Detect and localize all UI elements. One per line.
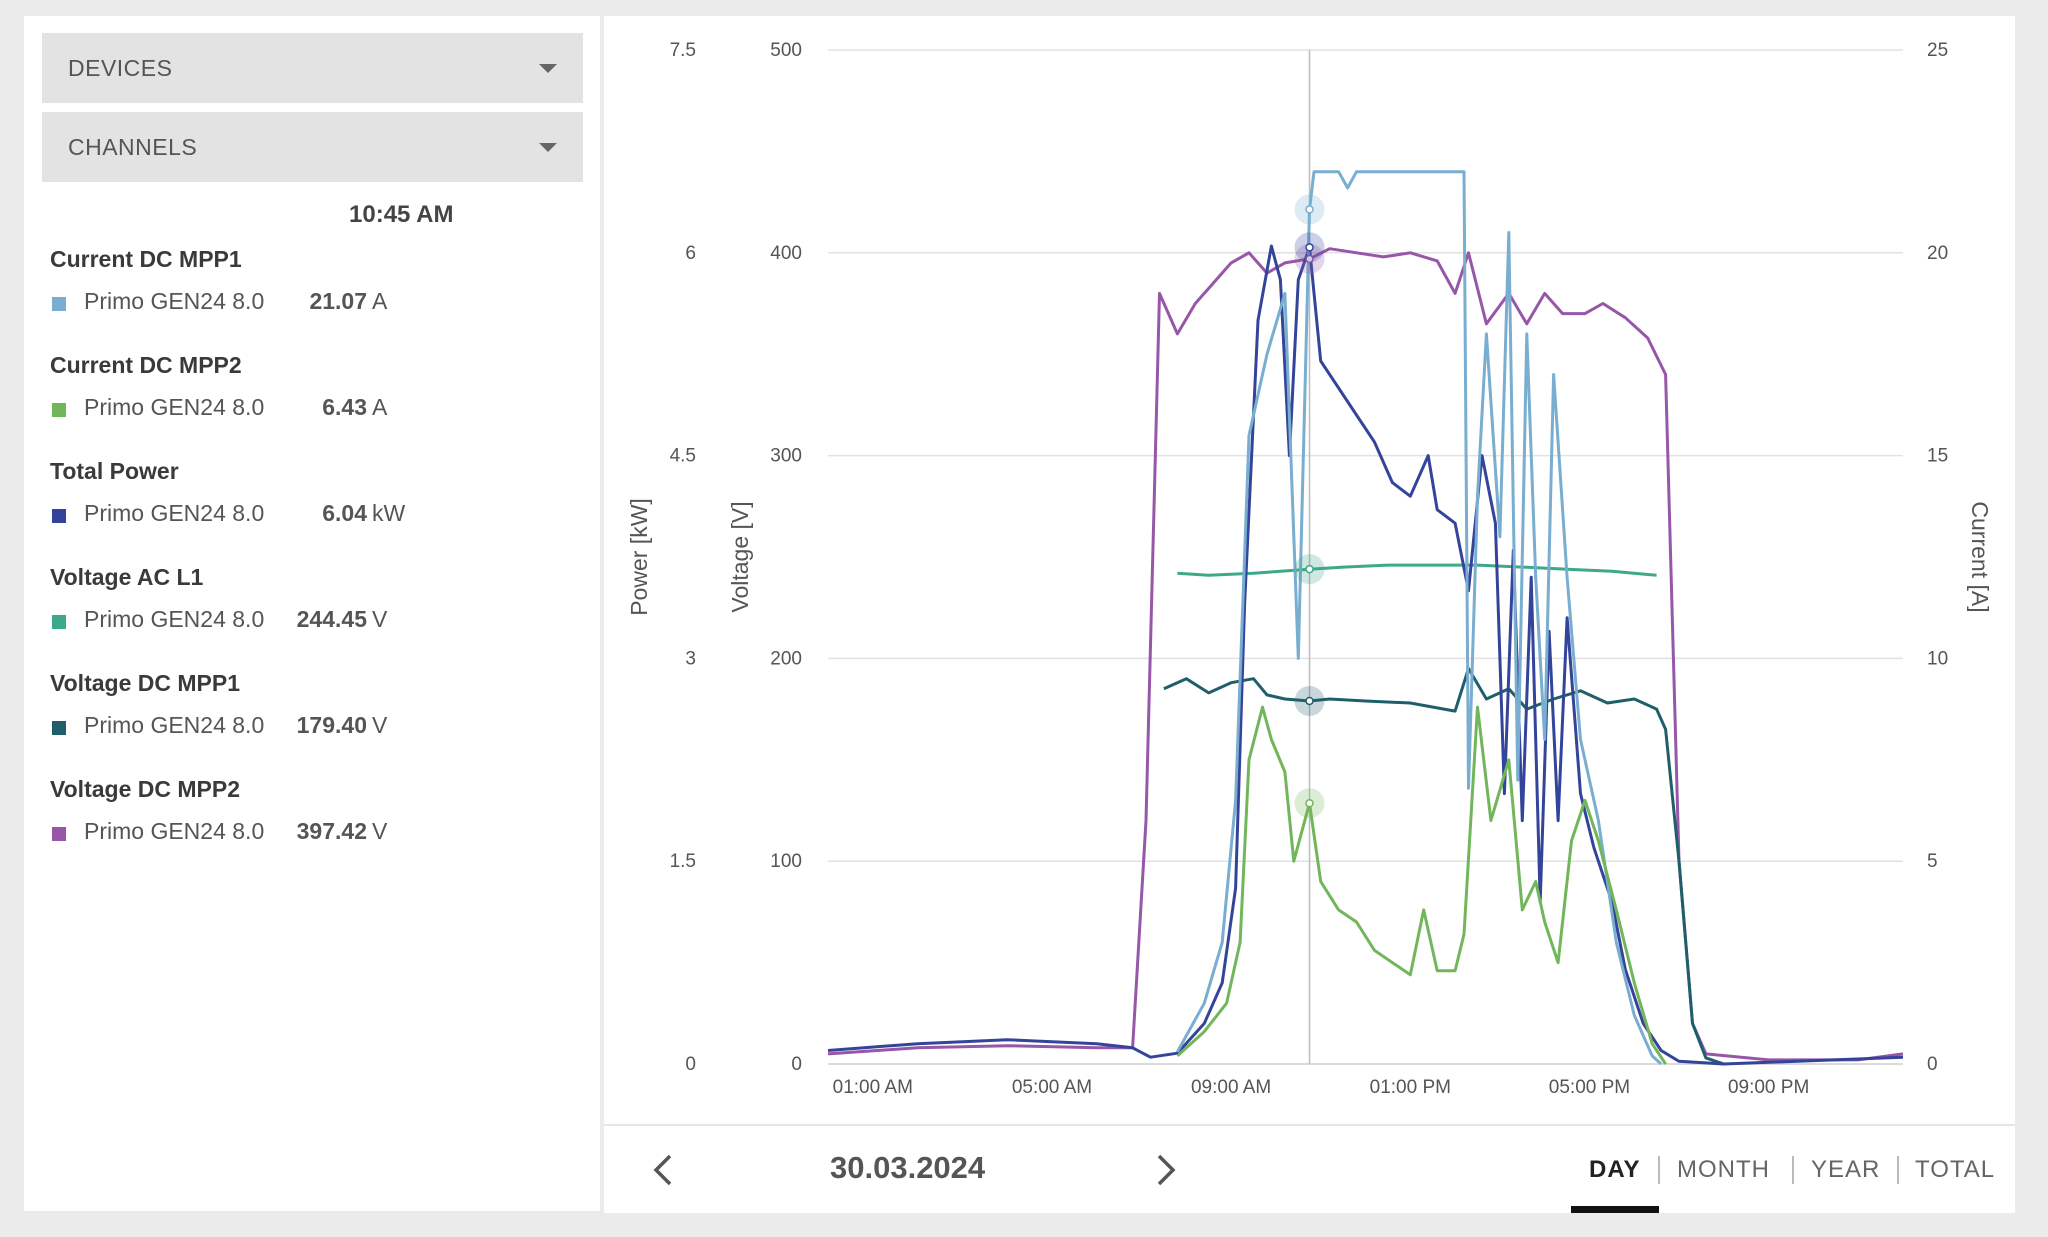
voltage-tick-label: 200 [770, 648, 802, 669]
device-name: Primo GEN24 8.0 [84, 500, 265, 526]
power-tick-label: 3 [685, 648, 696, 669]
active-tab-indicator [1571, 1206, 1659, 1213]
x-tick-label: 01:00 AM [833, 1077, 913, 1098]
device-name: Primo GEN24 8.0 [84, 394, 265, 420]
channels-dropdown-label: CHANNELS [68, 133, 198, 160]
channels-dropdown[interactable]: CHANNELS [42, 112, 583, 182]
voltage-tick-label: 400 [770, 243, 802, 264]
divider [1897, 1156, 1899, 1184]
series-swatch [52, 403, 66, 417]
series-swatch [52, 721, 66, 735]
divider [1658, 1156, 1660, 1184]
x-tick-label: 09:00 PM [1728, 1077, 1809, 1098]
divider [1792, 1156, 1794, 1184]
x-tick-label: 01:00 PM [1370, 1077, 1451, 1098]
channel-title: Voltage DC MPP1 [50, 670, 240, 696]
devices-dropdown-label: DEVICES [68, 54, 173, 81]
period-tab-month[interactable]: MONTH [1677, 1156, 1770, 1183]
channel-title: Current DC MPP1 [50, 246, 242, 272]
series-swatch [52, 615, 66, 629]
channel-title: Total Power [50, 458, 179, 484]
power-tick-label: 7.5 [670, 40, 696, 61]
x-tick-label: 05:00 AM [1012, 1077, 1092, 1098]
current-tick-label: 25 [1927, 40, 1948, 61]
cursor-marker [1305, 564, 1314, 574]
cursor-marker [1305, 798, 1314, 808]
channel-unit: V [372, 818, 388, 844]
date-navigation-bar: 30.03.2024 DAY MONTH YEAR TOTAL [604, 1124, 2015, 1213]
cursor-marker [1305, 254, 1314, 264]
channel-value: 397.42 [296, 818, 367, 844]
current-tick-label: 0 [1927, 1054, 1938, 1075]
energy-chart[interactable]: 0 0 0 1.5 100 5 3 200 10 4.5 300 15 6 400 20 7.5 500 25 Po… [604, 16, 2015, 1121]
channel-value: 179.40 [296, 712, 367, 738]
device-name: Primo GEN24 8.0 [84, 288, 265, 314]
channel-row: Primo GEN24 8.0 397.42 V [52, 818, 572, 850]
x-tick-label: 09:00 AM [1191, 1077, 1271, 1098]
device-name: Primo GEN24 8.0 [84, 818, 265, 844]
chevron-left-icon[interactable] [644, 1150, 684, 1190]
series-line [1176, 170, 1663, 1066]
channel-value: 6.43 [322, 394, 367, 420]
period-tab-total[interactable]: TOTAL [1915, 1156, 1996, 1183]
channel-row: Primo GEN24 8.0 21.07 A [52, 288, 572, 320]
cursor-marker [1305, 243, 1314, 252]
current-tick-label: 10 [1927, 648, 1948, 669]
series-swatch [52, 509, 66, 523]
power-axis-title: Power [kW] [626, 498, 652, 616]
channel-row: Primo GEN24 8.0 179.40 V [52, 712, 572, 744]
devices-dropdown[interactable]: DEVICES [42, 33, 583, 103]
chevron-down-icon [539, 142, 557, 152]
voltage-tick-label: 0 [791, 1054, 802, 1075]
channel-unit: A [372, 288, 388, 314]
current-tick-label: 5 [1927, 851, 1938, 872]
power-tick-label: 0 [685, 1054, 696, 1075]
channel-value: 6.04 [322, 500, 367, 526]
device-name: Primo GEN24 8.0 [84, 712, 265, 738]
series-swatch [52, 297, 66, 311]
channel-row: Primo GEN24 8.0 244.45 V [52, 606, 572, 638]
channel-value: 21.07 [309, 288, 367, 314]
series-line [827, 247, 1904, 1062]
period-tab-day[interactable]: DAY [1589, 1156, 1641, 1183]
channel-row: Primo GEN24 8.0 6.04 kW [52, 500, 572, 532]
chevron-right-icon[interactable] [1145, 1150, 1185, 1190]
x-tick-label: 05:00 PM [1549, 1077, 1630, 1098]
current-axis-title: Current [A] [1967, 501, 1993, 612]
cursor-marker [1305, 205, 1314, 214]
channel-value: 244.45 [296, 606, 367, 632]
series-swatch [52, 827, 66, 841]
series-line [1163, 667, 1725, 1066]
selected-date[interactable]: 30.03.2024 [830, 1150, 986, 1185]
channel-row: Primo GEN24 8.0 6.43 A [52, 394, 572, 426]
series-line [827, 244, 1904, 1066]
series-line [1177, 563, 1657, 577]
device-name: Primo GEN24 8.0 [84, 606, 265, 632]
cursor-time: 10:45 AM [349, 201, 454, 228]
channel-title: Current DC MPP2 [50, 352, 242, 378]
power-tick-label: 4.5 [670, 446, 696, 467]
cursor-marker [1305, 696, 1314, 706]
voltage-tick-label: 300 [770, 446, 802, 467]
channel-unit: V [372, 606, 388, 632]
power-tick-label: 1.5 [670, 851, 696, 872]
voltage-axis-title: Voltage [V] [727, 501, 753, 612]
channel-title: Voltage AC L1 [50, 564, 204, 590]
power-tick-label: 6 [685, 243, 696, 264]
current-tick-label: 15 [1927, 446, 1948, 467]
channel-unit: kW [372, 500, 406, 526]
period-tab-year[interactable]: YEAR [1811, 1156, 1881, 1183]
channel-unit: A [372, 394, 388, 420]
voltage-tick-label: 100 [770, 851, 802, 872]
channel-title: Voltage DC MPP2 [50, 776, 240, 802]
chevron-down-icon [539, 63, 557, 73]
voltage-tick-label: 500 [770, 40, 802, 61]
channel-unit: V [372, 712, 388, 738]
chart-panel: 0 0 0 1.5 100 5 3 200 10 4.5 300 15 6 400 20 7.5 500 25 Po… [604, 16, 2015, 1211]
channel-panel: DEVICES CHANNELS 10:45 AM Current DC MPP… [24, 16, 600, 1211]
current-tick-label: 20 [1927, 243, 1948, 264]
series-line [1176, 705, 1667, 1065]
